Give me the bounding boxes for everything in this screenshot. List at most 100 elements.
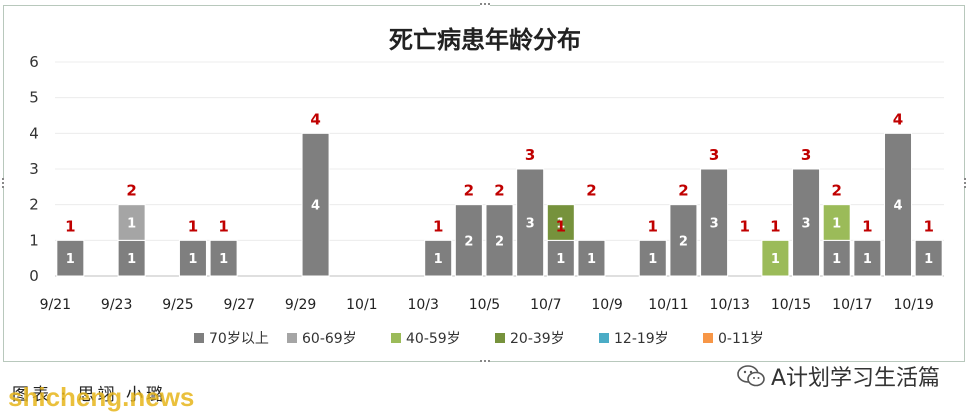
bar-segment-label: 4	[893, 199, 902, 214]
x-tick-label: 10/3	[407, 297, 438, 313]
x-tick-label: 9/25	[162, 297, 193, 313]
legend-swatch	[287, 333, 297, 343]
x-tick-label: 9/21	[40, 297, 71, 313]
resize-handle-right[interactable]	[964, 178, 968, 188]
x-tick-label: 10/1	[346, 297, 377, 313]
bar-segment	[577, 239, 606, 277]
bar-segment-label: 1	[434, 252, 443, 267]
brand-watermark: shicheng.news	[8, 382, 195, 412]
bar-segment	[485, 204, 514, 277]
legend-swatch	[194, 333, 204, 343]
legend-swatch	[391, 333, 401, 343]
bar-segment	[669, 204, 698, 277]
total-label: 2	[464, 182, 474, 200]
x-tick-label: 10/19	[893, 297, 933, 313]
bar-segment	[761, 239, 790, 277]
x-tick-label: 10/9	[591, 297, 622, 313]
y-tick-label: 6	[29, 53, 39, 71]
bar-segment	[914, 239, 943, 277]
bar-segment	[516, 168, 545, 277]
bar-segment-label: 3	[526, 217, 535, 232]
bar-segment-label: 1	[924, 252, 933, 267]
total-label: 2	[831, 182, 841, 200]
x-tick-label: 10/13	[710, 297, 750, 313]
wechat-account-label: A计划学习生活篇	[737, 360, 940, 392]
bar-segment-label: 2	[679, 234, 688, 249]
bar-segment	[884, 132, 913, 277]
bar-segment	[301, 132, 330, 277]
bar-segment	[454, 204, 483, 277]
bar-segment-label: 1	[648, 252, 657, 267]
chart-title: 死亡病患年龄分布	[389, 26, 581, 54]
bar-segment	[822, 239, 851, 277]
bar-segment-label: 1	[556, 217, 565, 232]
total-label: 1	[740, 217, 750, 235]
legend-label: 12-19岁	[614, 331, 669, 347]
bar-segment	[424, 239, 453, 277]
total-label: 1	[923, 217, 933, 235]
bar-segment	[56, 239, 85, 277]
resize-handle-top[interactable]	[480, 3, 490, 7]
total-label: 1	[218, 217, 228, 235]
bar-segment	[638, 239, 667, 277]
bar-segment	[117, 239, 146, 277]
bar-segment-label: 1	[832, 217, 841, 232]
legend-label: 60-69岁	[302, 331, 357, 347]
x-tick-label: 9/23	[101, 297, 132, 313]
legend-swatch	[495, 333, 505, 343]
total-label: 1	[65, 217, 75, 235]
bar-segment	[117, 204, 146, 241]
bar-segment-label: 2	[464, 234, 473, 249]
y-tick-label: 4	[29, 124, 39, 142]
bar-segment-label: 3	[710, 217, 719, 232]
bar-segment	[792, 168, 821, 277]
resize-handle-bottom[interactable]	[480, 360, 490, 364]
legend-swatch	[599, 333, 609, 343]
x-tick-label: 10/17	[832, 297, 872, 313]
bar-segment-label: 1	[587, 252, 596, 267]
total-label: 3	[801, 146, 811, 164]
legend-label: 0-11岁	[718, 331, 764, 347]
total-label: 2	[678, 182, 688, 200]
y-tick-label: 2	[29, 196, 39, 214]
bar-segment-label: 2	[495, 234, 504, 249]
x-tick-label: 10/7	[530, 297, 561, 313]
total-label: 1	[433, 217, 443, 235]
bar-segment-label: 3	[802, 217, 811, 232]
bar-segment	[822, 204, 851, 241]
bar-segment	[178, 239, 207, 277]
legend-label: 40-59岁	[406, 331, 461, 347]
bar-segment-label: 1	[188, 252, 197, 267]
bar-segment-label: 1	[771, 252, 780, 267]
total-label: 4	[893, 110, 903, 128]
bar-segment	[546, 204, 575, 241]
y-tick-label: 5	[29, 89, 39, 107]
x-tick-label: 9/27	[224, 297, 255, 313]
bar-segment-label: 1	[127, 217, 136, 232]
total-label: 1	[556, 217, 566, 235]
total-label: 2	[586, 182, 596, 200]
bar-segment-label: 1	[832, 252, 841, 267]
total-label: 3	[709, 146, 719, 164]
resize-handle-left[interactable]	[2, 178, 6, 188]
total-label: 1	[770, 217, 780, 235]
bar-segment-label: 4	[311, 199, 320, 214]
chart-credit: 图表 : 思翊 小璐	[12, 385, 166, 405]
legend-swatch	[703, 333, 713, 343]
bar-segment-label: 1	[863, 252, 872, 267]
bar-segment	[700, 168, 729, 277]
y-tick-label: 1	[29, 231, 39, 249]
x-tick-label: 9/29	[285, 297, 316, 313]
y-tick-label: 0	[29, 267, 39, 285]
total-label: 1	[188, 217, 198, 235]
x-tick-label: 10/15	[771, 297, 811, 313]
total-label: 2	[126, 182, 136, 200]
total-label: 3	[525, 146, 535, 164]
total-label: 4	[310, 110, 320, 128]
bar-segment	[853, 239, 882, 277]
bar-segment	[209, 239, 238, 277]
x-tick-label: 10/5	[469, 297, 500, 313]
total-label: 2	[494, 182, 504, 200]
x-tick-label: 10/11	[648, 297, 688, 313]
